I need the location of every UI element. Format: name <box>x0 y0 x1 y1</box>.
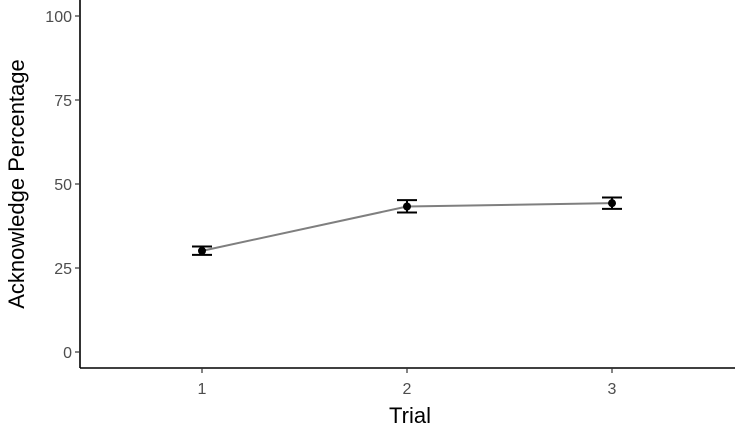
x-axis-title: Trial <box>389 403 431 428</box>
y-tick-label: 100 <box>45 9 72 26</box>
x-axis: 1 2 3 <box>80 367 735 398</box>
y-tick-label: 50 <box>54 177 72 194</box>
y-axis-title: Acknowledge Percentage <box>4 59 29 309</box>
data-point <box>198 246 206 255</box>
series-group <box>192 196 622 256</box>
x-tick-label: 3 <box>608 381 617 398</box>
x-tick-label: 2 <box>403 381 412 398</box>
y-tick-label: 25 <box>54 261 72 278</box>
y-tick-label: 0 <box>63 345 72 362</box>
data-point <box>403 202 411 211</box>
x-tick-label: 1 <box>198 381 207 398</box>
data-point <box>608 199 616 208</box>
y-tick-label: 75 <box>54 93 72 110</box>
y-axis: 0 25 50 75 100 <box>45 0 81 368</box>
